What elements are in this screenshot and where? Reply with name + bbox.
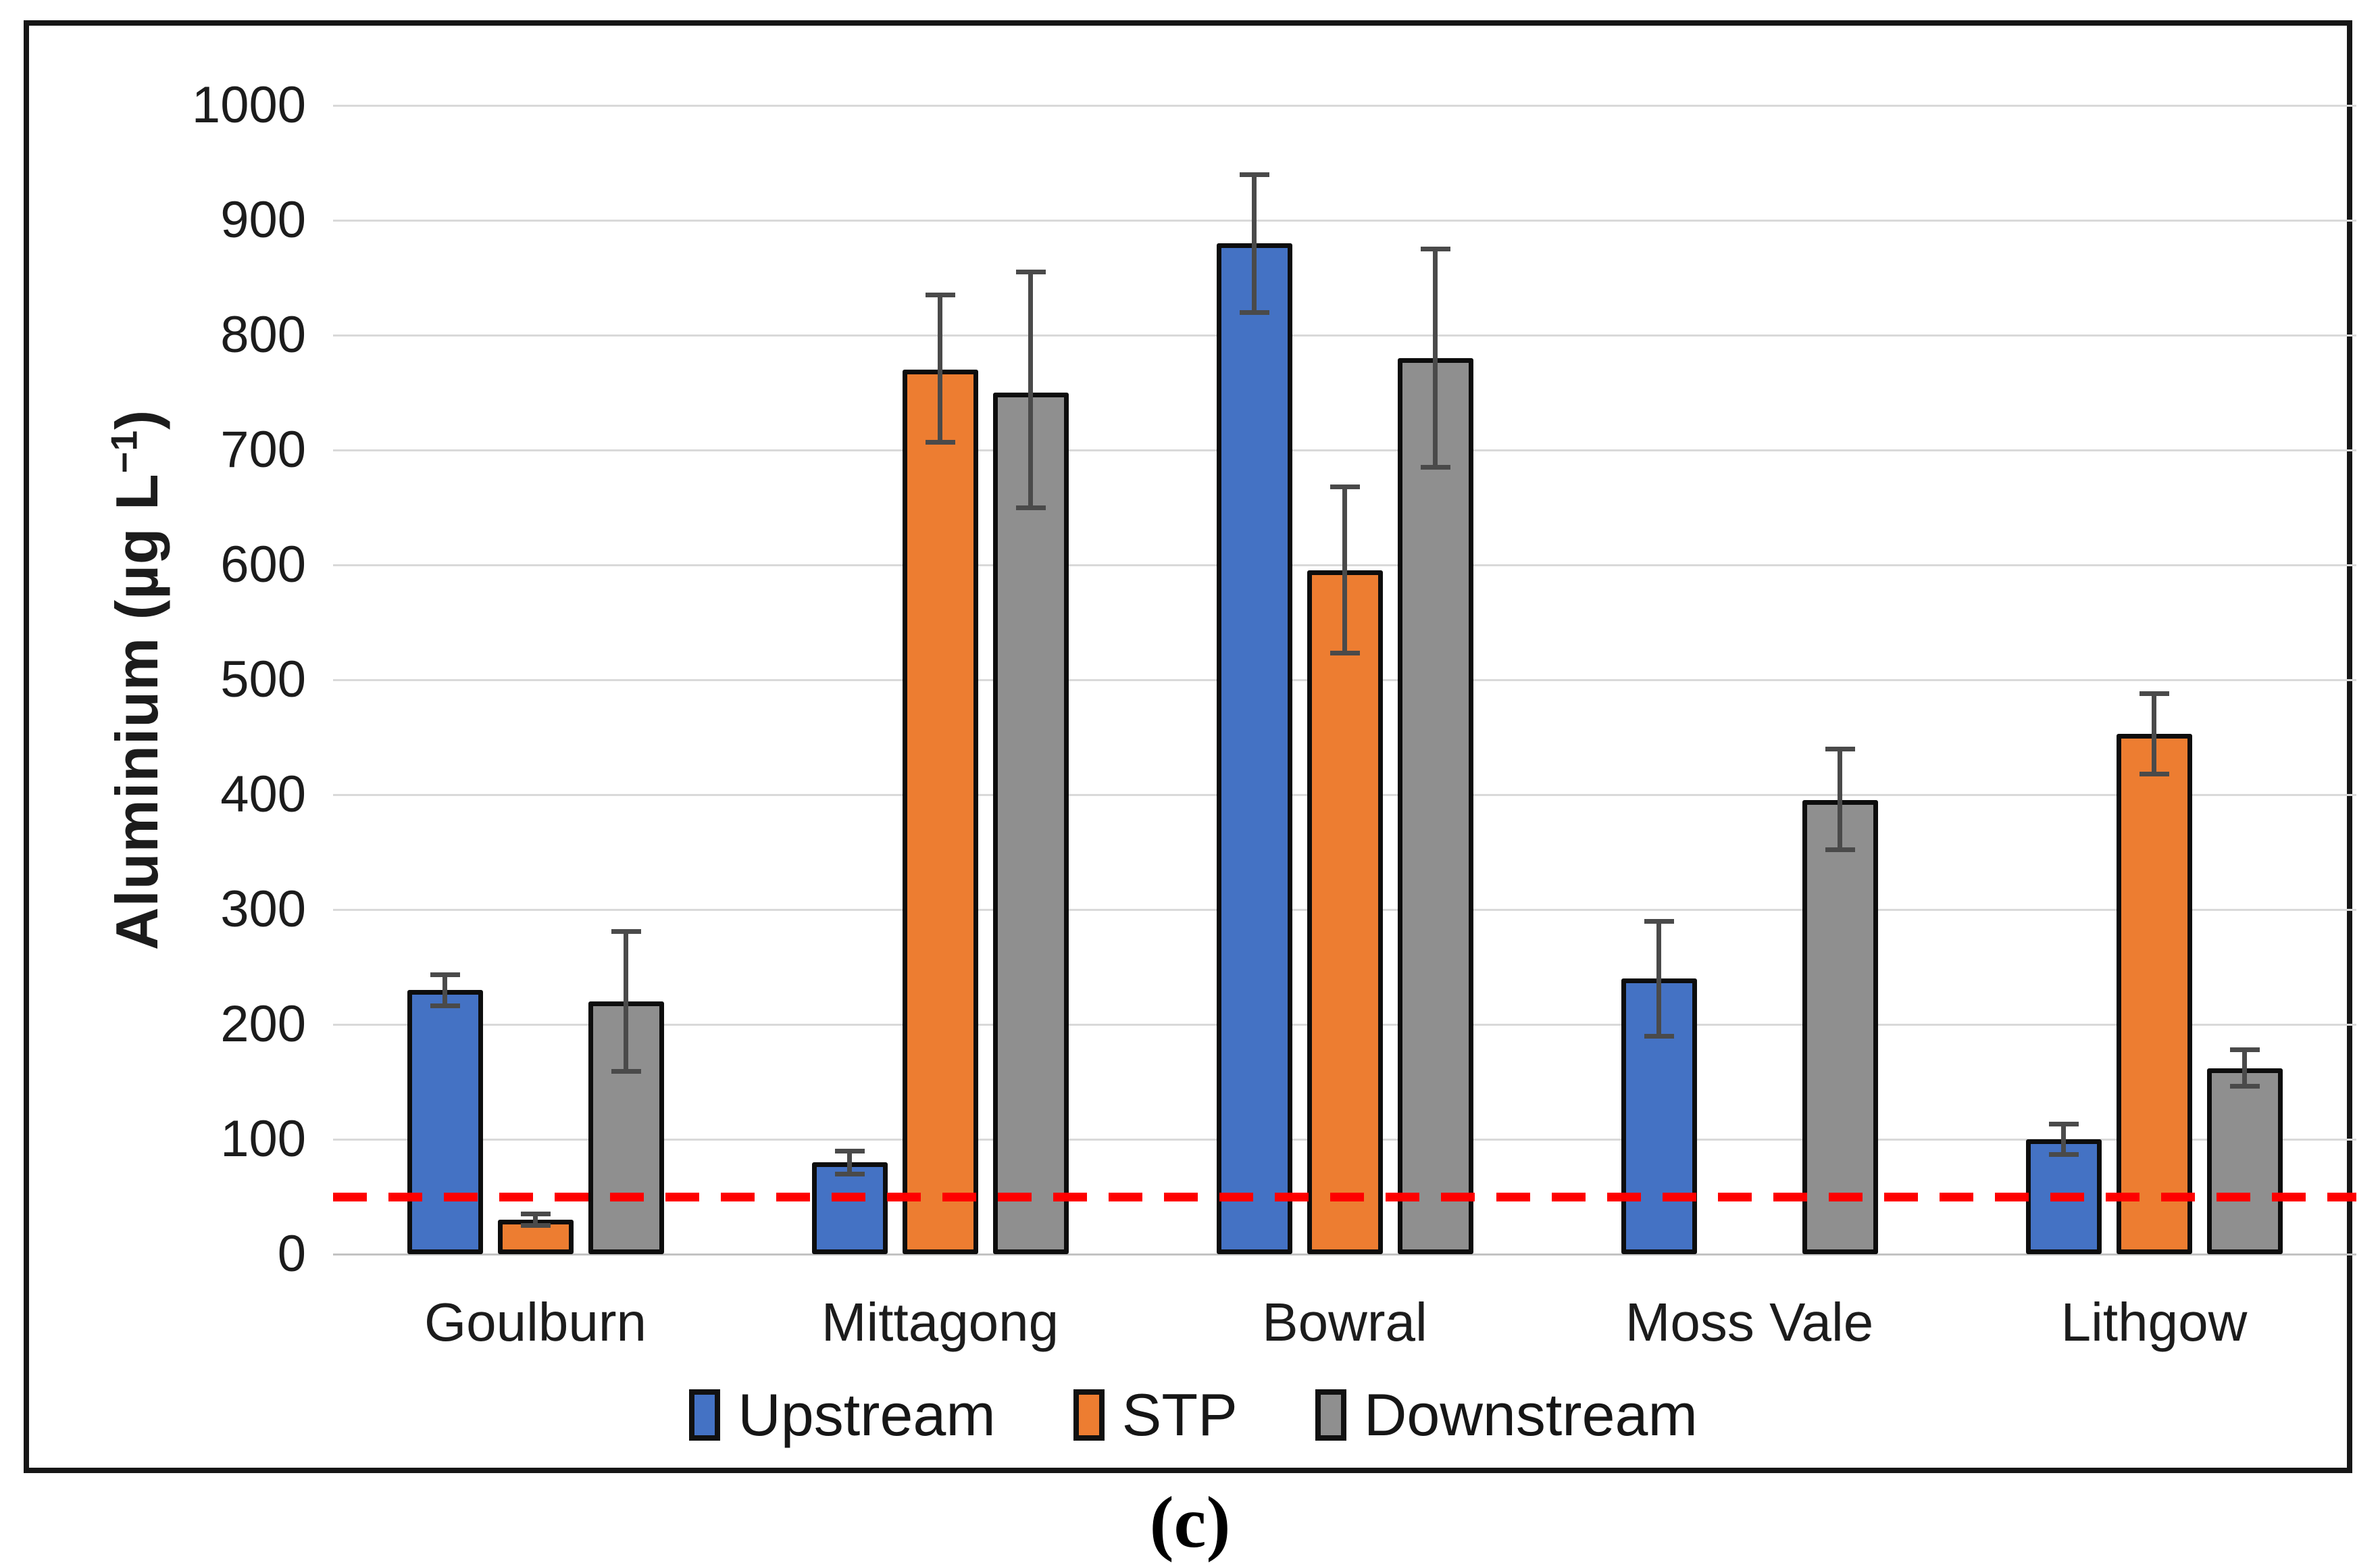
legend-label-downstream: Downstream — [1363, 1381, 1698, 1448]
y-tick-label-600: 600 — [220, 536, 306, 593]
y-tick-label-400: 400 — [220, 766, 306, 823]
error-cap-bottom-mittagong-stp — [925, 439, 955, 445]
error-bar-goulburn-upstream — [442, 974, 447, 1006]
bar-bowral-downstream — [1397, 358, 1473, 1254]
error-cap-top-goulburn-upstream — [430, 972, 460, 978]
error-bar-mittagong-upstream — [847, 1151, 852, 1174]
error-cap-top-mittagong-stp — [925, 293, 955, 297]
error-cap-top-mittagong-upstream — [834, 1148, 865, 1153]
guideline-threshold-line — [333, 1193, 2356, 1201]
error-bar-mittagong-downstream — [1028, 272, 1033, 507]
error-bar-bowral-stp — [1342, 487, 1347, 653]
figure-caption: (c) — [1149, 1483, 1231, 1563]
error-bar-lithgow-upstream — [2061, 1124, 2066, 1155]
chart-frame: Aluminium (µg L−1) 0 100 200 300 400 500 600 70… — [24, 20, 2356, 1473]
legend-item-downstream: Downstream — [1315, 1381, 1698, 1449]
x-label-moss-vale: Moss Vale — [1625, 1292, 1874, 1352]
legend-swatch-stp — [1073, 1389, 1105, 1441]
error-bar-lithgow-stp — [2152, 693, 2156, 774]
error-cap-bottom-goulburn-upstream — [430, 1003, 460, 1009]
gridline-y-0 — [333, 1253, 2356, 1256]
error-cap-top-bowral-stp — [1330, 484, 1360, 489]
gridline-y-700 — [333, 449, 2356, 451]
error-cap-bottom-lithgow-upstream — [2048, 1151, 2079, 1157]
y-tick-label-900: 900 — [220, 191, 306, 249]
error-cap-bottom-mittagong-upstream — [834, 1171, 865, 1176]
error-cap-bottom-bowral-stp — [1330, 651, 1360, 656]
error-bar-moss-vale-upstream — [1656, 921, 1661, 1036]
error-cap-bottom-moss-vale-downstream — [1825, 847, 1855, 853]
error-bar-lithgow-downstream — [2242, 1049, 2247, 1087]
bar-goulburn-upstream — [407, 990, 483, 1254]
x-label-goulburn: Goulburn — [424, 1292, 647, 1352]
error-cap-bottom-lithgow-stp — [2139, 771, 2169, 776]
error-cap-bottom-goulburn-stp — [520, 1223, 551, 1228]
error-cap-top-goulburn-downstream — [611, 928, 641, 934]
bar-mittagong-downstream — [992, 393, 1069, 1254]
gridline-y-900 — [333, 220, 2356, 222]
y-tick-label-800: 800 — [220, 306, 306, 364]
y-tick-label-0: 0 — [277, 1225, 306, 1283]
legend-label-upstream: Upstream — [738, 1381, 996, 1448]
error-cap-top-moss-vale-upstream — [1644, 918, 1674, 924]
bar-mittagong-stp — [902, 370, 978, 1254]
bar-bowral-stp — [1307, 570, 1383, 1254]
bar-lithgow-stp — [2116, 734, 2192, 1254]
legend-item-upstream: Upstream — [689, 1381, 996, 1449]
gridline-y-800 — [333, 334, 2356, 337]
error-cap-top-lithgow-upstream — [2048, 1122, 2079, 1127]
legend-label-stp: STP — [1121, 1381, 1238, 1448]
gridline-y-1000 — [333, 105, 2356, 107]
legend-swatch-upstream — [689, 1389, 721, 1441]
error-cap-top-bowral-upstream — [1239, 172, 1269, 177]
y-tick-label-500: 500 — [220, 651, 306, 708]
error-bar-bowral-downstream — [1433, 249, 1438, 468]
y-tick-label-300: 300 — [220, 880, 306, 938]
x-label-bowral: Bowral — [1262, 1292, 1427, 1352]
bar-lithgow-downstream — [2206, 1068, 2283, 1254]
error-cap-top-goulburn-stp — [520, 1212, 551, 1216]
error-cap-top-mittagong-downstream — [1015, 270, 1046, 274]
bar-moss-vale-downstream — [1802, 800, 1878, 1254]
error-cap-bottom-lithgow-downstream — [2229, 1084, 2260, 1089]
error-bar-mittagong-stp — [938, 295, 942, 443]
error-bar-goulburn-stp — [533, 1214, 538, 1226]
bar-bowral-upstream — [1216, 243, 1292, 1254]
error-cap-bottom-moss-vale-upstream — [1644, 1033, 1674, 1039]
y-tick-label-100: 100 — [220, 1110, 306, 1168]
error-cap-bottom-mittagong-downstream — [1015, 505, 1046, 510]
legend-item-stp: STP — [1073, 1381, 1238, 1449]
error-cap-bottom-goulburn-downstream — [611, 1069, 641, 1074]
y-tick-label-700: 700 — [220, 421, 306, 478]
legend: Upstream STP Downstream — [29, 1381, 2358, 1449]
y-tick-label-1000: 1000 — [191, 76, 306, 134]
error-cap-top-moss-vale-downstream — [1825, 746, 1855, 751]
error-bar-goulburn-downstream — [624, 931, 628, 1072]
error-cap-bottom-bowral-upstream — [1239, 309, 1269, 315]
error-bar-moss-vale-downstream — [1838, 749, 1842, 850]
error-cap-top-bowral-downstream — [1420, 247, 1450, 251]
legend-swatch-downstream — [1315, 1389, 1346, 1441]
x-label-mittagong: Mittagong — [821, 1292, 1059, 1352]
error-cap-bottom-bowral-downstream — [1420, 465, 1450, 470]
y-tick-label-200: 200 — [220, 995, 306, 1053]
x-label-lithgow: Lithgow — [2060, 1292, 2248, 1352]
error-cap-top-lithgow-downstream — [2229, 1047, 2260, 1052]
error-cap-top-lithgow-stp — [2139, 691, 2169, 696]
error-bar-bowral-upstream — [1252, 174, 1257, 312]
plot-area — [333, 105, 2356, 1256]
